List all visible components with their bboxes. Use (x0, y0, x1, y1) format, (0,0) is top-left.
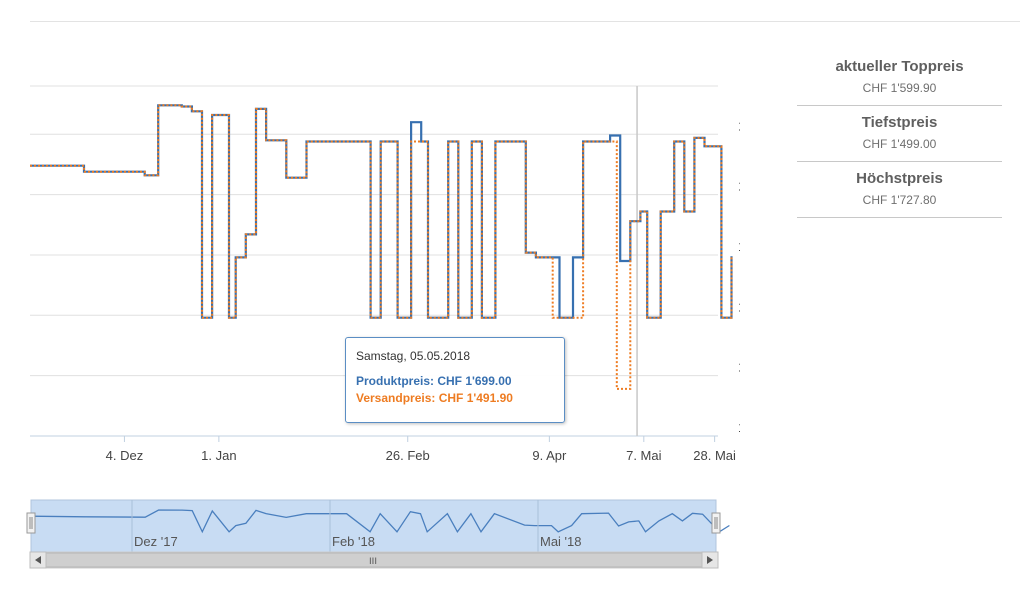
navigator-x-label: Mai '18 (540, 534, 582, 549)
y-tick-label: 1600 (738, 239, 740, 254)
y-tick-label: 1700 (738, 118, 740, 133)
stat-value: CHF 1'727.80 (862, 193, 937, 207)
y-tick-label: 1550 (738, 299, 740, 314)
stat-title: Höchstpreis (856, 170, 943, 187)
navigator-range-selector[interactable]: Dez '17 Feb '18 Mai '18 III (0, 0, 740, 594)
series-versandpreis (30, 104, 733, 390)
x-tick-label: 1. Jan (201, 448, 236, 463)
x-tick-label: 26. Feb (386, 448, 430, 463)
scrollbar-grip: III (369, 557, 377, 567)
navigator-x-label: Dez '17 (134, 534, 178, 549)
series-produktpreis (30, 104, 733, 319)
scroll-left-arrow-icon (35, 556, 41, 564)
stat-current-top: aktueller Toppreis CHF 1'599.90 (797, 50, 1002, 106)
navigator-left-handle (26, 512, 36, 534)
x-tick-label: 9. Apr (532, 448, 567, 463)
tooltip-produktpreis: Produktpreis: CHF 1'699.00 (356, 374, 512, 388)
y-tick-label: 1650 (738, 179, 740, 194)
x-tick-label: 4. Dez (106, 448, 144, 463)
chart-tooltip: Samstag, 05.05.2018 Produktpreis: CHF 1'… (345, 337, 565, 423)
navigator-right-handle (711, 512, 721, 534)
price-history-chart[interactable]: 1450 1500 1550 1600 1650 1700 4. Dez 1. Jan 26. … (0, 0, 740, 480)
price-stats-panel: aktueller Toppreis CHF 1'599.90 Tiefstpr… (797, 50, 1002, 218)
stat-title: aktueller Toppreis (835, 58, 964, 75)
x-tick-label: 7. Mai (626, 448, 662, 463)
x-tick-label: 28. Mai (693, 448, 736, 463)
y-tick-label: 1500 (738, 360, 740, 375)
scroll-right-arrow-icon (707, 556, 713, 564)
tooltip-versandpreis: Versandpreis: CHF 1'491.90 (356, 391, 513, 405)
stat-title: Tiefstpreis (861, 114, 938, 131)
series-group (30, 104, 733, 390)
stat-value: CHF 1'599.90 (862, 81, 937, 95)
top-divider (30, 21, 1020, 22)
stat-value: CHF 1'499.00 (862, 137, 937, 151)
stat-highest: Höchstpreis CHF 1'727.80 (797, 162, 1002, 218)
navigator-series-line (30, 509, 730, 534)
y-tick-label: 1450 (738, 420, 740, 435)
navigator-x-label: Feb '18 (332, 534, 375, 549)
stat-lowest: Tiefstpreis CHF 1'499.00 (797, 106, 1002, 162)
tooltip-date: Samstag, 05.05.2018 (356, 349, 471, 363)
